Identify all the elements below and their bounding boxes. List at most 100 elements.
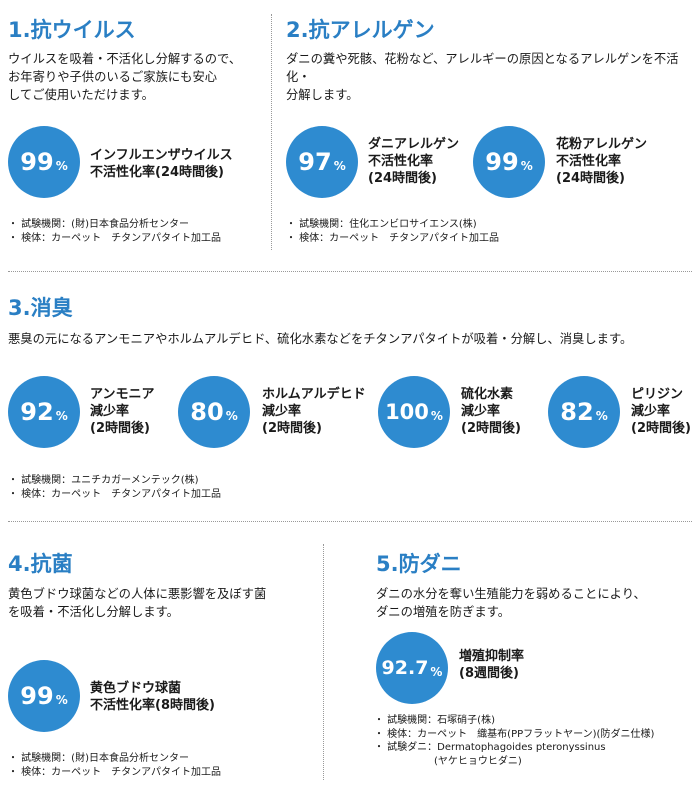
stat-label-line: (8週間後): [459, 666, 519, 681]
stat-label-line: 不活性化率: [556, 154, 622, 169]
note-item: ・ 検体：カーペット チタンアパタイト加工品: [8, 232, 221, 244]
stat-value: 99: [20, 682, 54, 710]
section-description: ダニの糞や死骸、花粉など、アレルギーの原因となるアレルゲンを不活化・ 分解します…: [286, 50, 700, 104]
stat-label: アンモニア 減少率 (2時間後): [90, 386, 154, 437]
section-title: 3.消臭: [8, 296, 73, 320]
stat-unit: %: [333, 159, 346, 173]
stat-value: 92: [20, 398, 54, 426]
divider-vertical-top: [271, 14, 272, 250]
divider-horizontal-1: [8, 271, 692, 272]
stat-circle: 100%: [378, 376, 450, 448]
stat-circle: 92%: [8, 376, 80, 448]
section-anti-allergen: 2.抗アレルゲン ダニの糞や死骸、花粉など、アレルギーの原因となるアレルゲンを不…: [0, 0, 700, 260]
stat-label-line: 減少率: [262, 404, 302, 419]
stat-label: ピリジン 減少率 (2時間後): [631, 386, 691, 437]
stat-label-line: 増殖抑制率: [459, 649, 525, 664]
section-antivirus: 1.抗ウイルス ウイルスを吸着・不活化し分解するので、 お年寄りや子供のいるご家…: [0, 0, 270, 260]
section-title: 4.抗菌: [8, 552, 73, 576]
stat-circle: 92.7%: [376, 632, 448, 704]
section-title: 2.抗アレルゲン: [286, 18, 435, 42]
divider-horizontal-2: [8, 521, 692, 522]
stat-label: 花粉アレルゲン 不活性化率 (24時間後): [556, 136, 647, 187]
note-item: ・ 試験機関：(財)日本食品分析センター: [8, 219, 189, 230]
stat-label-line: アンモニア: [90, 387, 155, 402]
stat-label-line: インフルエンザウイルス: [90, 148, 233, 163]
stat-circle: 80%: [178, 376, 250, 448]
section-description: 黄色ブドウ球菌などの人体に悪影響を及ぼす菌 を吸着・不活化し分解します。: [8, 585, 266, 621]
stat-unit: %: [55, 693, 68, 707]
test-notes: ・ 試験機関：住化エンビロサイエンス(株) ・ 検体：カーペット チタンアパタイ…: [286, 218, 499, 245]
stat-label-line: ダニアレルゲン: [368, 137, 460, 152]
stat-label-line: 黄色ブドウ球菌: [90, 681, 182, 696]
test-notes: ・ 試験機関：(財)日本食品分析センター ・ 検体：カーペット チタンアパタイト…: [8, 752, 221, 779]
stat-label: ホルムアルデヒド 減少率 (2時間後): [262, 386, 366, 437]
stat-label-line: 不活性化率: [368, 154, 434, 169]
stat-label-line: (2時間後): [90, 421, 150, 436]
stat-unit: %: [430, 665, 443, 679]
stat-circle: 97%: [286, 126, 358, 198]
section-description: 悪臭の元になるアンモニアやホルムアルデヒド、硫化水素などをチタンアパタイトが吸着…: [8, 330, 632, 348]
stat-label: ダニアレルゲン 不活性化率 (24時間後): [368, 136, 459, 187]
note-item: ・ 試験機関：石塚硝子(株): [374, 715, 495, 726]
stat-label-line: 減少率: [461, 404, 501, 419]
stat-label-line: ホルムアルデヒド: [262, 387, 366, 402]
stat-label-line: 硫化水素: [461, 387, 514, 402]
stat-unit: %: [55, 159, 68, 173]
stat-unit: %: [225, 409, 238, 423]
stat-label-line: 減少率: [631, 404, 671, 419]
test-notes: ・ 試験機関：(財)日本食品分析センター ・ 検体：カーペット チタンアパタイト…: [8, 218, 221, 245]
stat-circle: 99%: [8, 660, 80, 732]
section-title: 1.抗ウイルス: [8, 18, 136, 42]
stat-circle: 99%: [8, 126, 80, 198]
note-item: ・ 試験機関：住化エンビロサイエンス(株): [286, 219, 477, 230]
stat-label-line: 不活性化率(24時間後): [90, 165, 224, 180]
stat-unit: %: [520, 159, 533, 173]
stat-value: 100: [385, 399, 429, 424]
desc-line: を吸着・不活化し分解します。: [8, 605, 179, 619]
stat-unit: %: [595, 409, 608, 423]
note-item: ・ 試験機関：(財)日本食品分析センター: [8, 753, 189, 764]
section-antibacterial: 4.抗菌 黄色ブドウ球菌などの人体に悪影響を及ぼす菌 を吸着・不活化し分解します…: [0, 0, 322, 792]
test-notes: ・ 試験機関：石塚硝子(株) ・ 検体：カーペット 織基布(PPフラットヤーン)…: [374, 714, 654, 768]
note-item: ・ 検体：カーペット 織基布(PPフラットヤーン)(防ダニ仕様): [374, 728, 655, 740]
desc-line: ウイルスを吸着・不活化し分解するので、: [8, 52, 242, 66]
stat-label-line: 減少率: [90, 404, 130, 419]
desc-line: 分解します。: [286, 88, 359, 102]
note-item: ・ 試験機関：ユニチカガーメンテック(株): [8, 475, 199, 486]
stat-label-line: (24時間後): [556, 171, 625, 186]
stat-label-line: (2時間後): [461, 421, 521, 436]
test-notes: ・ 試験機関：ユニチカガーメンテック(株) ・ 検体：カーペット チタンアパタイ…: [8, 474, 221, 501]
desc-line: ダニの増殖を防ぎます。: [376, 605, 511, 619]
stat-value: 97: [298, 148, 332, 176]
stat-circle: 99%: [473, 126, 545, 198]
stat-label-line: ピリジン: [631, 387, 684, 402]
stat-label: 黄色ブドウ球菌 不活性化率(8時間後): [90, 680, 215, 714]
note-item: (ヤケヒョウヒダニ): [374, 755, 522, 767]
stat-label-line: 不活性化率(8時間後): [90, 698, 215, 713]
stat-label: 硫化水素 減少率 (2時間後): [461, 386, 521, 437]
note-item: ・ 検体：カーペット チタンアパタイト加工品: [8, 766, 221, 778]
stat-unit: %: [430, 409, 443, 423]
desc-line: してご使用いただけます。: [8, 88, 154, 102]
desc-line: お年寄りや子供のいるご家族にも安心: [8, 70, 218, 84]
stat-label-line: (24時間後): [368, 171, 437, 186]
stat-unit: %: [55, 409, 68, 423]
stat-circle: 82%: [548, 376, 620, 448]
section-description: ダニの水分を奪い生殖能力を弱めることにより、 ダニの増殖を防ぎます。: [376, 585, 646, 621]
stat-label-line: 花粉アレルゲン: [556, 137, 648, 152]
note-item: ・ 検体：カーペット チタンアパタイト加工品: [286, 232, 499, 244]
section-description: ウイルスを吸着・不活化し分解するので、 お年寄りや子供のいるご家族にも安心 して…: [8, 50, 241, 104]
note-item: ・ 試験ダニ：Dermatophagoides pteronyssinus: [374, 742, 606, 753]
stat-value: 80: [190, 398, 224, 426]
stat-value: 82: [560, 398, 594, 426]
desc-line: ダニの糞や死骸、花粉など、アレルギーの原因となるアレルゲンを不活化・: [286, 52, 679, 84]
desc-line: ダニの水分を奪い生殖能力を弱めることにより、: [376, 587, 646, 601]
stat-label: インフルエンザウイルス 不活性化率(24時間後): [90, 147, 233, 181]
section-title: 5.防ダニ: [376, 552, 462, 576]
divider-vertical-bottom: [323, 544, 324, 780]
stat-value: 92.7: [381, 656, 429, 679]
stat-label-line: (2時間後): [262, 421, 322, 436]
stat-label-line: (2時間後): [631, 421, 691, 436]
note-item: ・ 検体：カーペット チタンアパタイト加工品: [8, 488, 221, 500]
